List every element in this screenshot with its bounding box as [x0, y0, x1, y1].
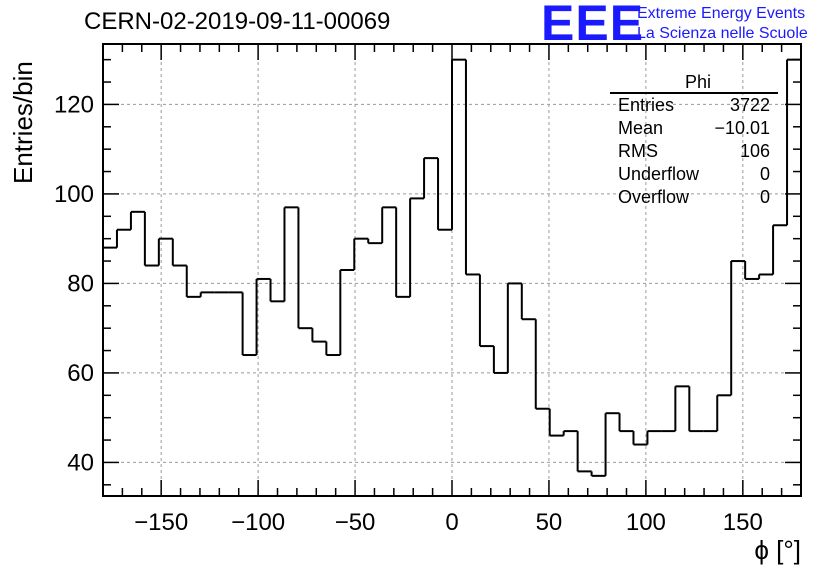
x-axis-label: ϕ [°] — [754, 535, 801, 565]
histogram-bin — [478, 274, 494, 348]
histogram-bin — [758, 273, 774, 279]
histogram-bin — [520, 283, 536, 321]
histogram-bin — [102, 246, 117, 496]
histogram-bin — [395, 207, 411, 298]
stats-label: Overflow — [618, 187, 690, 207]
histogram-bin — [325, 341, 341, 357]
histogram-bin — [464, 59, 480, 276]
chart-title: CERN-02-2019-09-11-00069 — [84, 8, 391, 35]
histogram-bin — [534, 319, 550, 410]
histogram-bin — [283, 206, 299, 302]
y-tick-label: 80 — [67, 270, 94, 297]
histogram-bin — [185, 265, 201, 298]
stats-value: 0 — [759, 187, 770, 207]
histogram-bin — [786, 58, 801, 226]
histogram-bin — [730, 260, 746, 396]
histogram-bin — [115, 228, 131, 248]
histogram-bin — [269, 278, 285, 303]
histogram-bin — [143, 211, 159, 267]
stats-row-mean: Mean −10.01 — [610, 117, 778, 140]
eee-tagline-line1: Extreme Energy Events — [637, 5, 806, 22]
stats-label: RMS — [618, 141, 658, 161]
histogram-bin — [646, 430, 662, 445]
histogram-bin — [576, 431, 592, 473]
stats-value: 0 — [759, 164, 770, 184]
histogram-bin — [618, 413, 634, 433]
y-tick-label: 40 — [67, 449, 94, 476]
stats-row-entries: Entries 3722 — [610, 94, 778, 117]
stats-label: Entries — [618, 95, 675, 115]
histogram-bin — [492, 346, 508, 374]
stats-row-rms: RMS 106 — [610, 140, 778, 163]
histogram-bin — [548, 408, 564, 437]
histogram-bin — [604, 412, 620, 476]
x-tick-label: 150 — [723, 509, 763, 536]
histogram-bin — [255, 277, 271, 356]
stats-row-overflow: Overflow 0 — [610, 186, 778, 209]
y-tick-label: 100 — [54, 181, 94, 208]
histogram-bin — [632, 431, 648, 446]
histogram-bin — [339, 269, 355, 356]
x-tick-label: −150 — [134, 509, 188, 536]
y-tick-label: 60 — [67, 360, 94, 387]
axes: −150 −100 −50 0 50 100 150 40 60 80 100 120 ϕ [°] — [54, 43, 802, 565]
histogram-bin — [367, 238, 383, 245]
histogram-bin — [297, 207, 313, 330]
stats-value: −10.01 — [714, 118, 770, 138]
histogram-bin — [437, 158, 452, 231]
stats-box-title: Phi — [610, 72, 778, 94]
histogram-bin — [688, 386, 704, 433]
y-axis-label: Entries/bin — [8, 61, 38, 184]
histogram-bin — [129, 210, 145, 230]
stats-value: 106 — [739, 141, 770, 161]
histogram-bin — [451, 58, 466, 230]
histogram-bin — [590, 471, 606, 477]
y-tick-label: 120 — [54, 91, 94, 118]
eee-tagline: Extreme Energy Events La Scienza nelle S… — [637, 4, 808, 44]
stats-label: Mean — [618, 118, 664, 138]
histogram-bin — [716, 394, 732, 432]
histogram-bin — [772, 224, 788, 275]
histogram-bin — [381, 206, 397, 244]
histogram-bin — [241, 292, 257, 357]
histogram-bin — [311, 328, 327, 343]
histogram-bin — [506, 282, 522, 373]
eee-logo: EEE — [541, 0, 645, 51]
x-tick-label: 50 — [536, 509, 563, 536]
x-tick-label: 100 — [626, 509, 666, 536]
histogram-bin — [157, 237, 173, 266]
stats-row-underflow: Underflow 0 — [610, 163, 778, 186]
stats-value: 3722 — [729, 95, 770, 115]
histogram-bin — [171, 238, 187, 267]
histogram-bin — [423, 157, 439, 199]
stats-box: Phi Entries 3722 Mean −10.01 RMS 106 Und… — [610, 72, 778, 209]
histogram-bin — [353, 237, 369, 270]
histogram-bin — [674, 385, 690, 432]
x-tick-label: 0 — [445, 509, 458, 536]
histogram-bin — [744, 261, 760, 280]
x-tick-label: −50 — [335, 509, 376, 536]
histogram-bin — [409, 197, 425, 297]
x-tick-label: −100 — [231, 509, 285, 536]
stats-label: Underflow — [618, 164, 700, 184]
eee-tagline-line2: La Scienza nelle Scuole — [637, 25, 808, 42]
histogram-bin — [562, 430, 578, 436]
histogram-bin — [199, 291, 215, 297]
